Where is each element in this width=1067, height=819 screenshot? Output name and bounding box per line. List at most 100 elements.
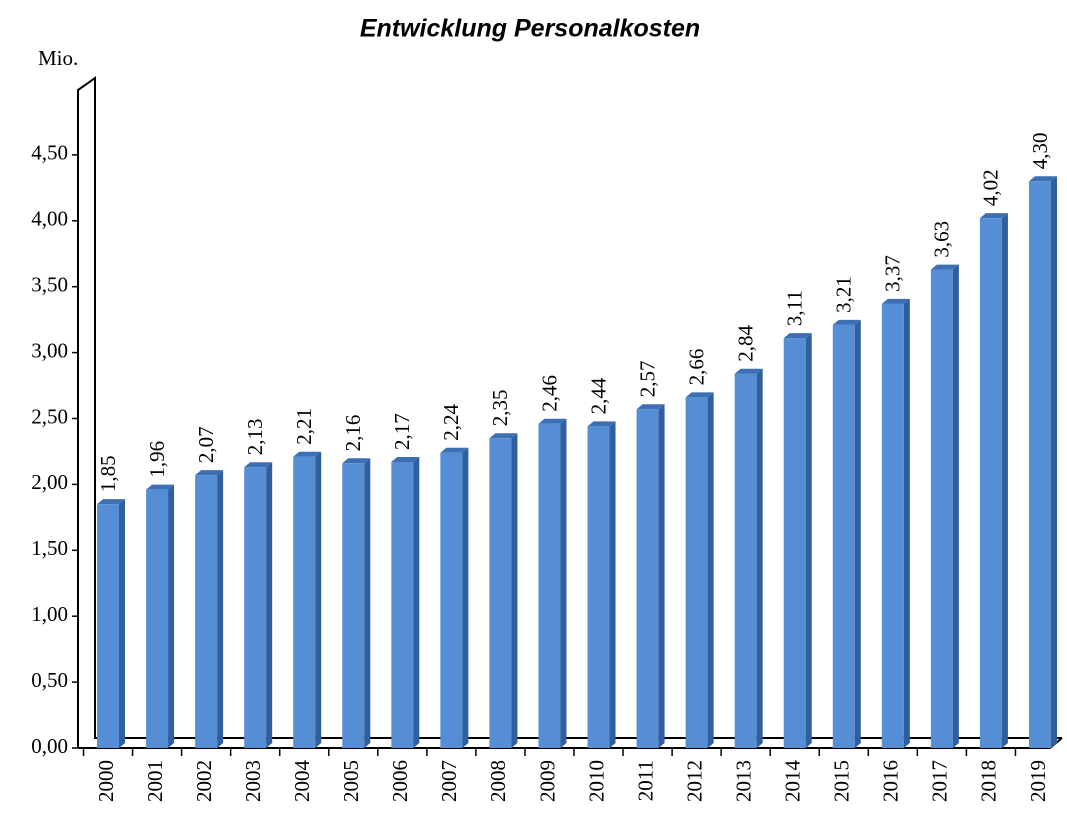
x-tick-label: 2011	[633, 760, 657, 801]
y-tick-label: 4,50	[31, 141, 68, 165]
bar-side	[609, 421, 616, 748]
x-tick-label: 2005	[339, 760, 363, 802]
bar-front	[244, 467, 267, 748]
data-label: 2,07	[194, 426, 218, 463]
bar-top	[342, 458, 371, 464]
bar-top	[195, 470, 224, 476]
data-label: 2,84	[733, 324, 757, 361]
bar-front	[440, 452, 463, 748]
data-label: 2,35	[488, 390, 512, 427]
bar-top	[489, 433, 518, 439]
x-tick-label: 2010	[584, 760, 608, 802]
back-wall	[77, 76, 1062, 748]
data-label: 3,21	[832, 276, 856, 313]
y-axis-label: Mio.	[38, 46, 78, 70]
data-label: 2,24	[439, 404, 463, 441]
bar-side	[903, 298, 910, 748]
data-label: 4,02	[979, 169, 1003, 206]
data-label: 3,37	[881, 255, 905, 292]
bar-side	[658, 404, 665, 748]
bar-front	[930, 269, 953, 748]
data-label: 2,44	[586, 377, 610, 414]
data-label: 3,11	[783, 290, 807, 326]
bar-side	[315, 451, 322, 748]
bar-top	[146, 484, 175, 490]
bar-front	[587, 426, 610, 748]
data-label: 3,63	[930, 221, 954, 258]
bar-side	[119, 499, 126, 748]
bar-top	[881, 298, 910, 304]
bar-top	[293, 451, 322, 457]
y-tick-label: 1,50	[31, 536, 68, 560]
x-tick-label: 2009	[535, 760, 559, 802]
bar-side	[1050, 176, 1057, 748]
data-label: 2,66	[684, 349, 708, 386]
bar-side	[560, 418, 567, 748]
bar-top	[244, 462, 273, 468]
bar-top	[1028, 176, 1057, 182]
bar-side	[1001, 213, 1008, 748]
bar-front	[685, 397, 708, 748]
bar-top	[391, 456, 420, 462]
bar-side	[854, 319, 861, 748]
chart-title: Entwicklung Personalkosten	[360, 15, 700, 43]
x-tick-label: 2003	[241, 760, 265, 802]
bar-front	[881, 303, 904, 748]
data-label: 4,30	[1028, 133, 1052, 170]
bar-side	[413, 456, 420, 748]
x-tick-label: 2019	[1026, 760, 1050, 802]
bar-front	[195, 475, 218, 748]
bar-front	[832, 324, 855, 748]
bar-top	[538, 418, 567, 424]
bar-top	[930, 264, 959, 270]
x-tick-label: 2002	[192, 760, 216, 802]
y-tick-label: 0,00	[31, 734, 68, 758]
bar-front	[342, 463, 365, 748]
bar-front	[979, 218, 1002, 748]
y-tick-label: 0,50	[31, 668, 68, 692]
bar-top	[587, 421, 616, 427]
bar-front	[636, 409, 659, 748]
y-tick-label: 3,00	[31, 338, 68, 362]
bar-side	[168, 484, 175, 748]
bar-top	[783, 333, 812, 339]
data-label: 2,13	[243, 419, 267, 456]
x-tick-label: 2007	[437, 760, 461, 802]
data-label: 1,96	[145, 441, 169, 478]
x-tick-label: 2006	[388, 760, 412, 802]
bar-top	[685, 392, 714, 398]
bar-side	[756, 368, 763, 748]
data-label: 1,85	[96, 455, 120, 492]
bar-front	[391, 461, 414, 748]
bar-front	[293, 456, 316, 748]
x-tick-label: 2012	[682, 760, 706, 802]
bar-front	[146, 489, 169, 748]
data-label: 2,16	[341, 415, 365, 452]
bar-top	[734, 368, 763, 374]
x-tick-label: 2004	[290, 760, 314, 803]
x-tick-label: 2015	[830, 760, 854, 802]
bar-top	[440, 447, 469, 453]
bar-side	[952, 264, 959, 748]
x-tick-label: 2016	[879, 760, 903, 802]
y-tick-label: 4,00	[31, 207, 68, 231]
bar-side	[364, 458, 371, 748]
floor	[78, 737, 1063, 749]
bar-side	[266, 462, 273, 748]
data-label: 2,46	[537, 375, 561, 412]
bar-side	[462, 447, 469, 748]
x-tick-label: 2008	[486, 760, 510, 802]
x-tick-label: 2014	[781, 760, 805, 803]
bar-side	[217, 470, 224, 748]
bar-top	[832, 319, 861, 325]
bar-side	[805, 333, 812, 748]
bar-front	[489, 438, 512, 748]
bar-top	[97, 499, 126, 505]
x-tick-label: 2018	[977, 760, 1001, 802]
bar-front	[97, 504, 120, 748]
bar-top	[636, 404, 665, 410]
bar-front	[783, 338, 806, 748]
bar-side	[707, 392, 714, 748]
y-tick-label: 3,50	[31, 273, 68, 297]
